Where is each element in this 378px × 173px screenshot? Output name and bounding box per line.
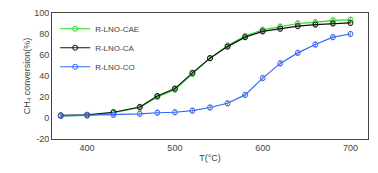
svg-text:T(°C): T(°C) [199,153,221,163]
svg-text:R-LNO-CAE: R-LNO-CAE [95,25,139,34]
svg-text:80: 80 [39,29,49,39]
svg-text:R-LNO-CA: R-LNO-CA [95,44,134,53]
svg-text:CH₄ conversion(%): CH₄ conversion(%) [22,38,32,115]
svg-text:40: 40 [39,71,49,81]
svg-text:400: 400 [80,143,95,153]
svg-text:R-LNO-CO: R-LNO-CO [95,63,135,72]
svg-text:60: 60 [39,50,49,60]
svg-text:-20: -20 [36,134,49,144]
svg-text:20: 20 [39,92,49,102]
svg-text:100: 100 [34,8,49,18]
svg-text:0: 0 [44,113,49,123]
svg-text:600: 600 [255,143,270,153]
svg-text:500: 500 [167,143,182,153]
svg-text:700: 700 [343,143,358,153]
